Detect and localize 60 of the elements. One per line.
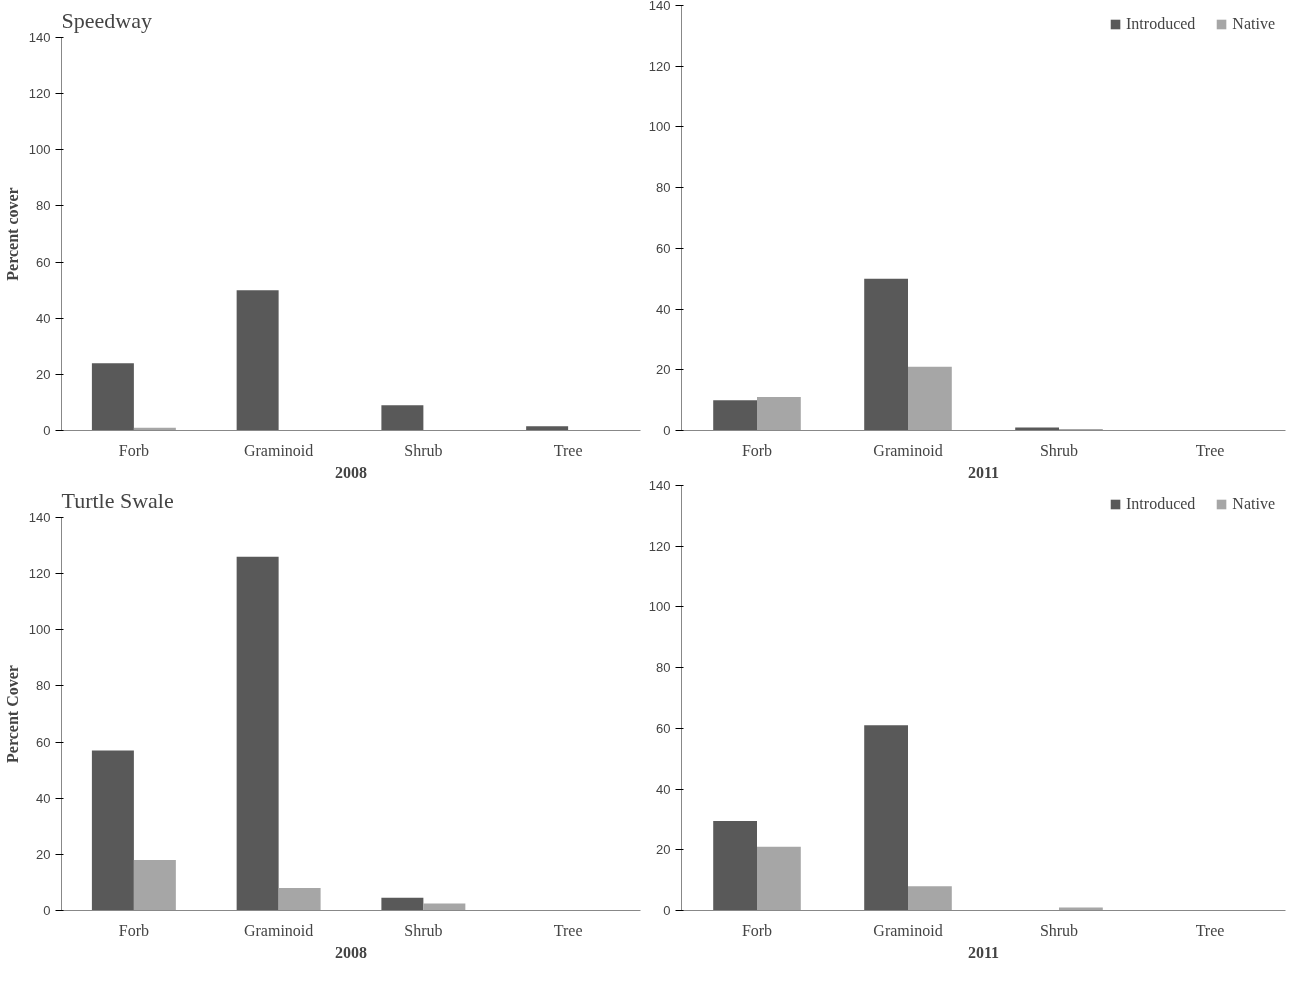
x-tick-label: Graminoid	[873, 921, 943, 939]
y-tick-label: 80	[36, 198, 51, 214]
x-tick-label: Shrub	[1039, 921, 1079, 939]
chart-title: Turtle Swale	[61, 487, 174, 513]
legend-label: Introduced	[1126, 495, 1196, 513]
x-tick-label: Tree	[553, 441, 583, 459]
x-tick-label: Forb	[741, 921, 773, 939]
y-axis-title: Percent Cover	[3, 665, 21, 763]
y-tick-label: 80	[656, 180, 671, 196]
y-tick-label: 0	[663, 903, 671, 918]
y-tick-label: 60	[36, 734, 51, 750]
x-tick-label: Forb	[118, 441, 149, 459]
legend-label: Native	[1232, 15, 1275, 33]
x-tick-label: Tree	[1195, 441, 1225, 459]
y-tick-label: 20	[36, 366, 51, 382]
x-axis-title: 2011	[967, 463, 1000, 481]
y-tick-label: 140	[28, 30, 51, 45]
y-tick-label: 60	[656, 240, 671, 256]
x-tick-label: Shrub	[404, 441, 443, 459]
x-axis-title: 2008	[335, 943, 367, 961]
y-tick-label: 100	[648, 119, 671, 135]
x-tick-label: Shrub	[1039, 441, 1079, 459]
y-tick-label: 140	[28, 510, 51, 525]
x-tick-label: Graminoid	[243, 921, 314, 939]
y-tick-label: 60	[656, 720, 671, 736]
y-tick-label: 120	[648, 58, 671, 74]
y-tick-label: 40	[656, 301, 671, 317]
y-tick-label: 0	[663, 423, 671, 438]
y-tick-label: 0	[43, 423, 51, 438]
y-tick-label: 40	[36, 790, 51, 806]
y-tick-label: 20	[656, 362, 671, 378]
y-tick-label: 140	[648, 0, 671, 13]
legend-label: Native	[1232, 495, 1275, 513]
y-tick-label: 20	[656, 842, 671, 858]
legend-label: Introduced	[1126, 15, 1196, 33]
y-tick-label: 120	[28, 86, 51, 102]
y-tick-label: 140	[648, 478, 671, 493]
x-tick-label: Shrub	[404, 921, 443, 939]
y-tick-label: 120	[648, 538, 671, 554]
y-axis-title: Percent cover	[3, 187, 21, 281]
y-tick-label: 100	[648, 599, 671, 615]
y-tick-label: 40	[656, 781, 671, 797]
y-tick-label: 40	[36, 310, 51, 326]
x-tick-label: Tree	[1195, 921, 1225, 939]
x-tick-label: Graminoid	[243, 441, 314, 459]
x-axis-title: 2011	[967, 943, 1000, 961]
y-tick-label: 100	[28, 142, 51, 158]
x-axis-title: 2008	[335, 463, 367, 481]
x-tick-label: Graminoid	[873, 441, 943, 459]
x-tick-label: Forb	[118, 921, 149, 939]
chart-title: Speedway	[61, 7, 152, 33]
y-tick-label: 100	[28, 622, 51, 638]
y-tick-label: 60	[36, 254, 51, 270]
y-tick-label: 0	[43, 903, 51, 918]
y-tick-label: 80	[36, 678, 51, 694]
x-tick-label: Forb	[741, 441, 773, 459]
y-tick-label: 20	[36, 846, 51, 862]
x-tick-label: Tree	[553, 921, 583, 939]
y-tick-label: 120	[28, 566, 51, 582]
y-tick-label: 80	[656, 660, 671, 676]
